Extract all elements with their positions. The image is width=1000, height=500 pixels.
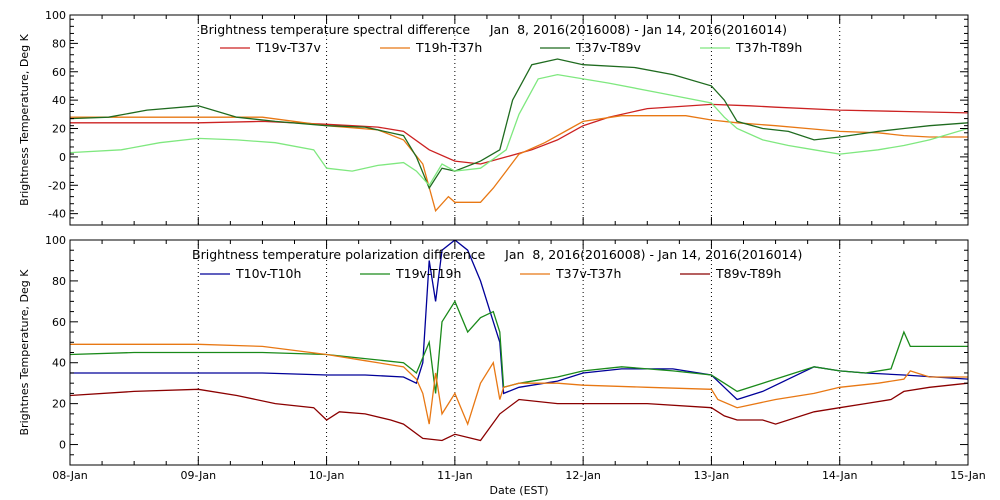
x-tick-label: 12-Jan [565, 469, 601, 482]
polarization-difference-panel: 0 20 40 60 80 100 Brightness temperature polar… [18, 234, 986, 482]
y-axis-label: Brightnes Temperature, Deg K [18, 269, 31, 436]
y-tick-label: 20 [52, 398, 66, 411]
x-tick-label: 14-Jan [822, 469, 858, 482]
x-tick-label: 09-Jan [181, 469, 217, 482]
y-tick-label: 100 [45, 234, 66, 247]
legend-label: T37v-T89v [575, 40, 642, 55]
x-tick-label: 13-Jan [694, 469, 730, 482]
y-tick-label: 80 [52, 37, 66, 50]
y-tick-label: 80 [52, 275, 66, 288]
x-tick-label: 10-Jan [309, 469, 345, 482]
x-tick-label: 11-Jan [437, 469, 473, 482]
y-axis-label: Brightness Temperature, Deg K [18, 33, 31, 205]
legend-label: T89v-T89h [715, 266, 781, 281]
y-tick-label: 40 [52, 357, 66, 370]
spectral-difference-panel: -40 -20 0 20 40 60 80 100 Brightness temperature… [18, 9, 969, 226]
series-line-t37h-t89h [70, 73, 968, 187]
x-tick-label: 08-Jan [52, 469, 88, 482]
y-tick-label: 40 [52, 94, 66, 107]
y-tick-label: 60 [52, 316, 66, 329]
y-tick-label: -20 [48, 179, 66, 192]
series-line-t89v-t89h [70, 382, 968, 442]
y-tick-label: 60 [52, 66, 66, 79]
y-tick-label: 100 [45, 9, 66, 22]
chart-title: Brightness temperature polarization diff… [192, 247, 802, 262]
chart-title: Brightness temperature spectral differen… [200, 22, 787, 37]
series-line-t19v-t19h [70, 299, 968, 394]
series-line-t10v-t10h [70, 240, 968, 401]
y-tick-label: 0 [59, 151, 66, 164]
y-tick-label: -40 [48, 208, 66, 221]
plot-frame [69, 14, 969, 226]
y-tick-label: 20 [52, 123, 66, 136]
legend-label: T19v-T19h [395, 266, 461, 281]
series-line-t19h-t37h [70, 115, 968, 213]
legend-label: T37v-T37h [555, 266, 621, 281]
legend-label: T37h-T89h [735, 40, 802, 55]
series-line-t37v-t37h [70, 343, 968, 426]
legend-label: T10v-T10h [235, 266, 301, 281]
x-axis-label: Date (EST) [489, 484, 548, 497]
legend-label: T19h-T37h [415, 40, 482, 55]
y-tick-label: 0 [59, 439, 66, 452]
legend-label: T19v-T37v [255, 40, 322, 55]
series-line-t37v-t89v [70, 58, 968, 190]
x-tick-label: 15-Jan [950, 469, 986, 482]
